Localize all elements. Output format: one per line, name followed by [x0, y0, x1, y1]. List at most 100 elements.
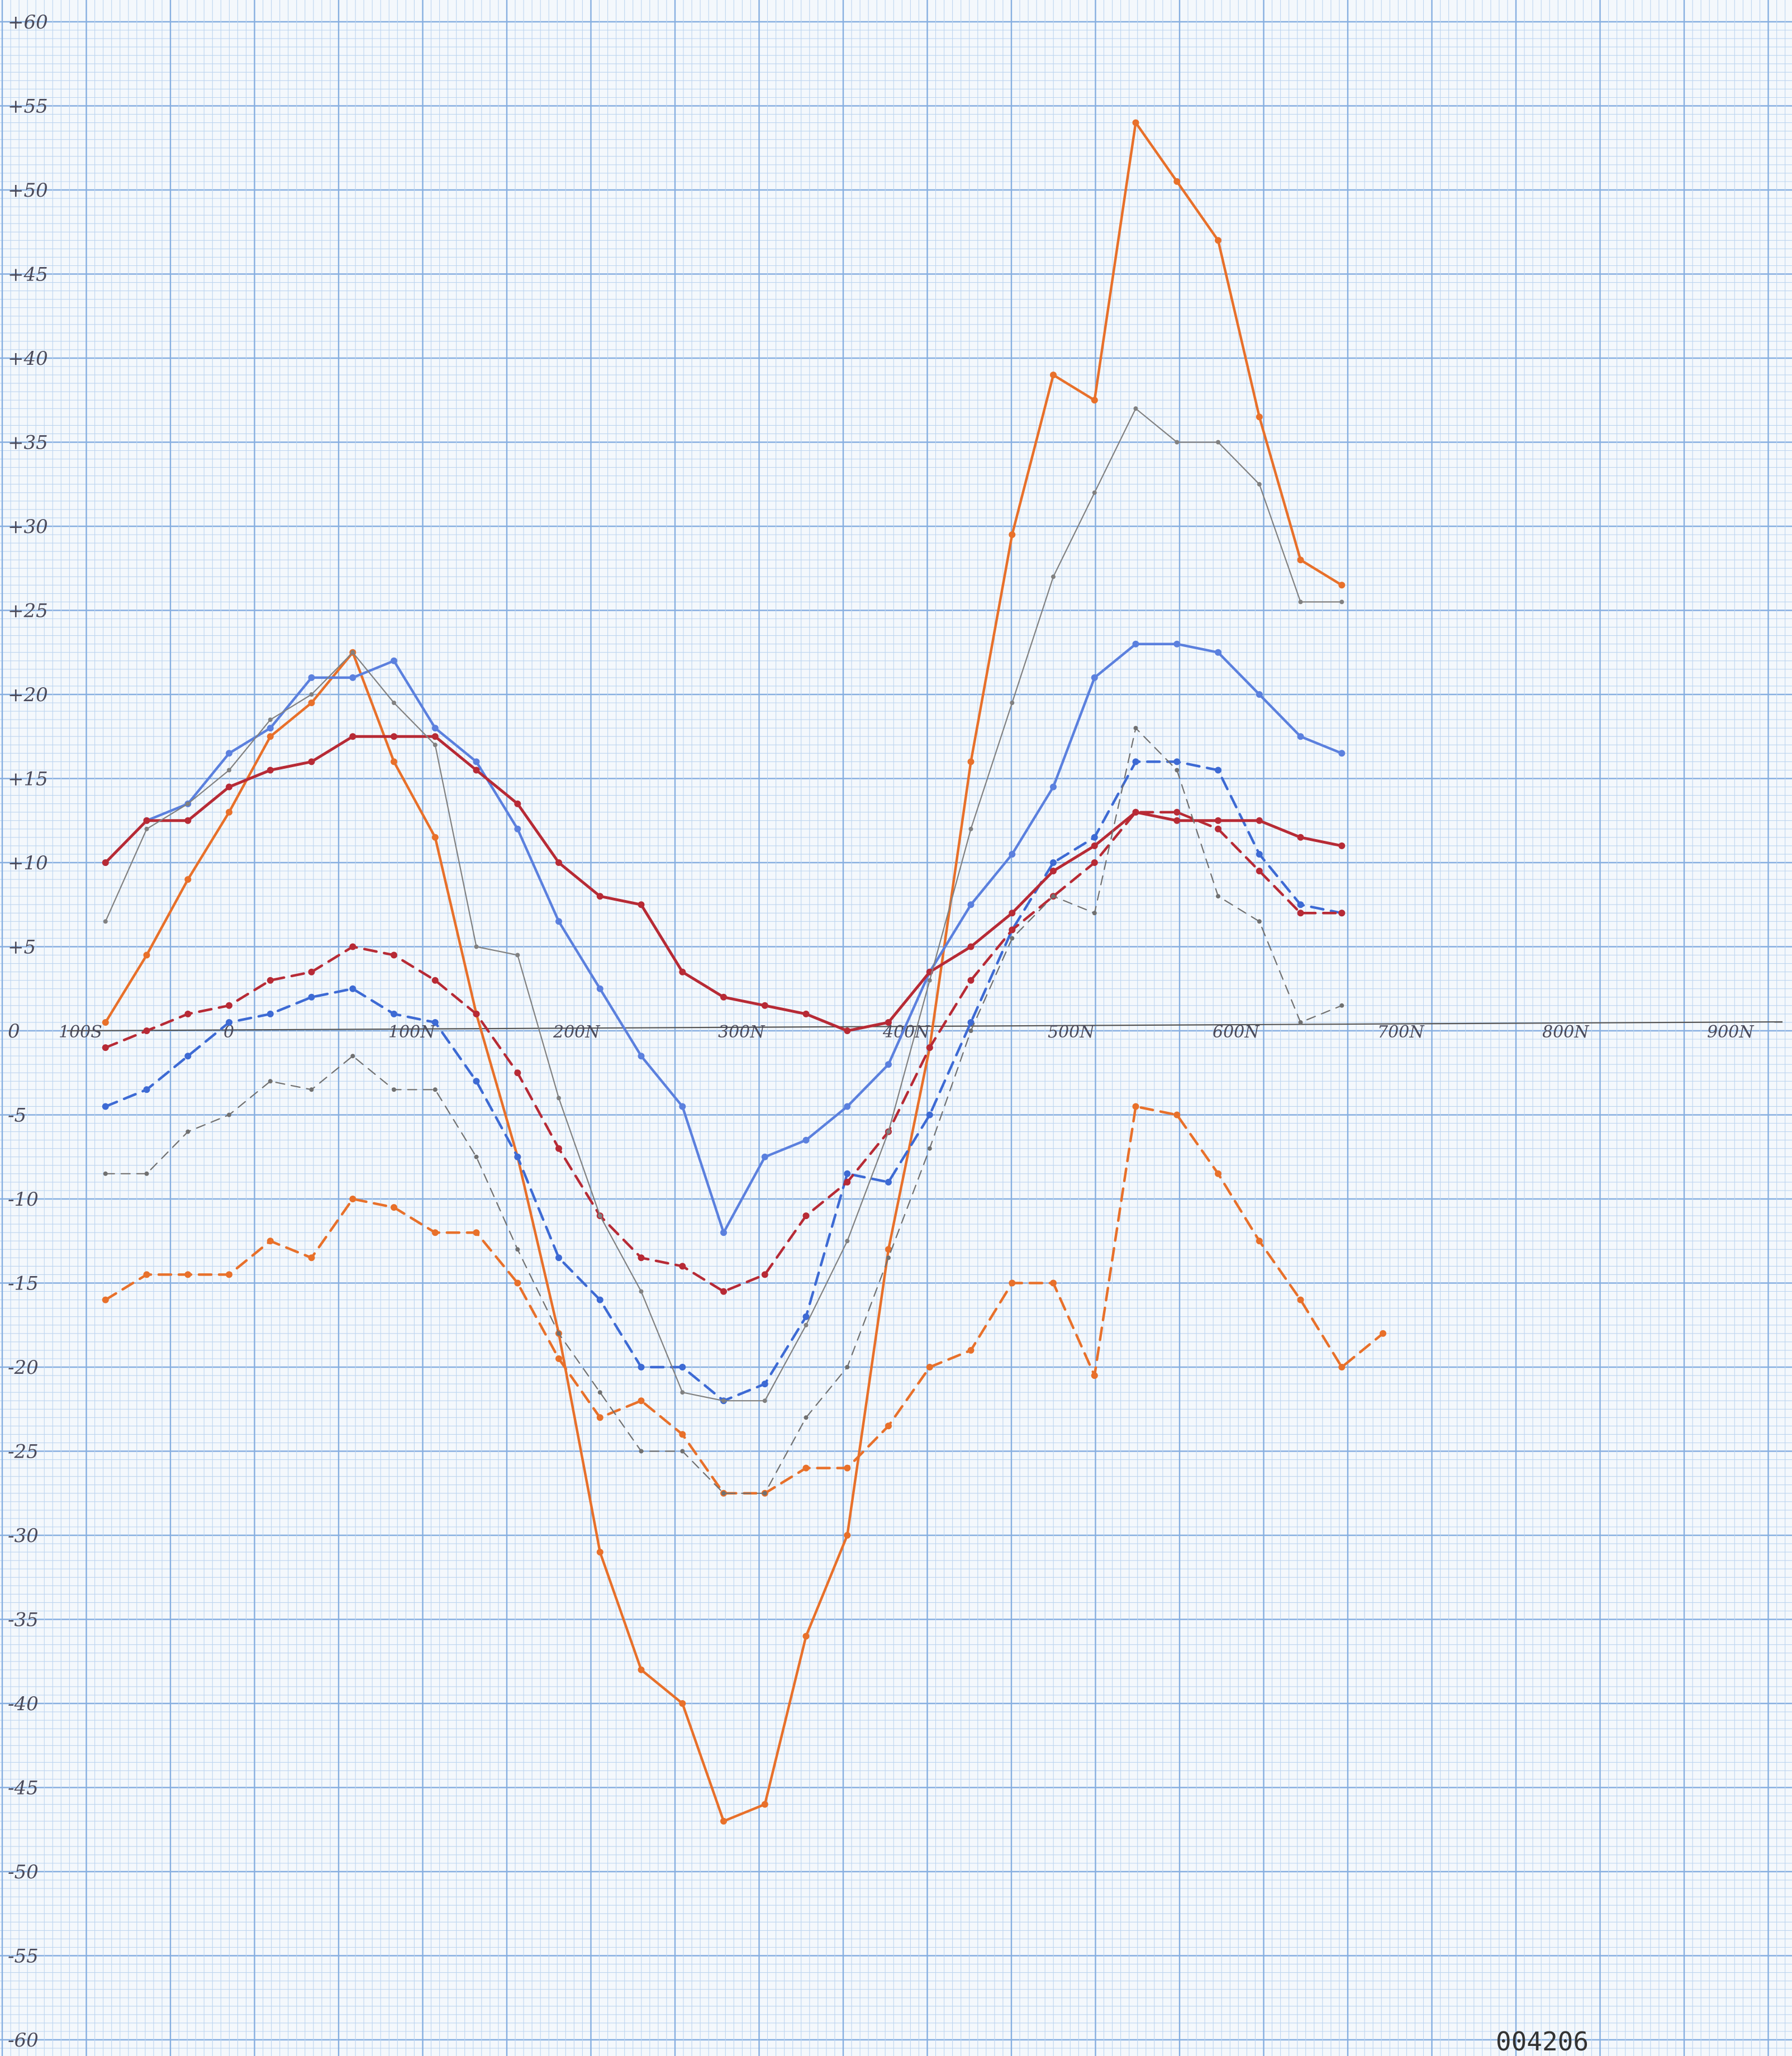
- data-point: [1010, 701, 1015, 705]
- data-point: [1257, 482, 1262, 487]
- data-point: [844, 1103, 851, 1110]
- data-point: [473, 767, 480, 774]
- data-point: [1298, 1020, 1303, 1025]
- data-point: [1091, 397, 1098, 404]
- data-point: [515, 953, 520, 958]
- data-point: [596, 985, 603, 992]
- data-point: [597, 1390, 602, 1395]
- data-point: [391, 1204, 397, 1211]
- data-point: [555, 918, 562, 925]
- data-point: [392, 701, 396, 705]
- data-point: [639, 1449, 644, 1454]
- data-point: [639, 1289, 644, 1294]
- data-point: [1216, 440, 1220, 445]
- data-point: [885, 1178, 892, 1186]
- data-point: [226, 783, 232, 791]
- data-point: [267, 725, 274, 732]
- y-tick-label: -40: [8, 1693, 39, 1715]
- data-point: [1132, 758, 1139, 765]
- data-point: [844, 1178, 851, 1186]
- data-point: [886, 1129, 891, 1134]
- data-point: [349, 674, 357, 681]
- data-point: [514, 1153, 521, 1160]
- data-point: [967, 1346, 975, 1354]
- data-point: [515, 1247, 520, 1252]
- data-point: [431, 725, 439, 732]
- data-point: [143, 1027, 150, 1034]
- x-tick-label: 0: [224, 1022, 234, 1042]
- data-point: [1010, 936, 1015, 941]
- data-point: [762, 1398, 767, 1403]
- data-point: [143, 951, 150, 959]
- data-point: [474, 1154, 479, 1159]
- series-6: [103, 406, 1344, 1403]
- data-point: [349, 943, 357, 950]
- data-point: [184, 1271, 192, 1278]
- data-point: [720, 993, 727, 1001]
- x-tick-label: 800N: [1542, 1022, 1590, 1042]
- data-point: [557, 1096, 561, 1101]
- data-point: [226, 1019, 232, 1026]
- data-point: [227, 768, 231, 773]
- data-point: [1256, 1238, 1263, 1245]
- y-tick-label: -60: [8, 2029, 39, 2052]
- data-point: [227, 1112, 231, 1117]
- data-point: [885, 1422, 892, 1430]
- data-point: [638, 1397, 645, 1405]
- data-point: [1297, 1296, 1304, 1303]
- data-point: [267, 1238, 274, 1245]
- data-point: [1009, 926, 1016, 934]
- data-point: [349, 985, 357, 992]
- data-point: [638, 1053, 645, 1060]
- data-point: [679, 968, 686, 975]
- data-point: [1133, 406, 1138, 411]
- data-point: [1338, 750, 1346, 757]
- data-point: [1256, 413, 1263, 421]
- data-point: [1092, 911, 1097, 916]
- data-point: [1297, 733, 1304, 740]
- data-point: [802, 1212, 810, 1220]
- y-tick-labels: +60+55+50+45+40+35+30+25+20+15+10+50-5-1…: [8, 11, 48, 2052]
- data-point: [143, 1086, 150, 1093]
- data-point: [514, 800, 521, 807]
- data-point: [267, 733, 274, 740]
- data-point: [557, 1331, 561, 1336]
- data-point: [885, 1061, 892, 1068]
- data-point: [926, 1364, 933, 1370]
- data-point: [103, 919, 108, 924]
- data-point: [391, 733, 397, 740]
- data-point: [432, 743, 438, 748]
- data-point: [555, 1355, 562, 1362]
- data-point: [680, 1390, 685, 1395]
- data-point: [1339, 599, 1344, 605]
- data-point: [679, 1431, 686, 1438]
- data-point: [679, 1103, 686, 1110]
- data-point: [103, 1171, 108, 1176]
- data-point: [597, 1213, 602, 1219]
- data-point: [392, 1087, 396, 1092]
- data-point: [1050, 859, 1057, 866]
- data-point: [596, 893, 603, 900]
- series-line: [104, 811, 1343, 1293]
- data-point: [1297, 910, 1304, 917]
- data-point: [1215, 1170, 1221, 1177]
- data-point: [679, 1700, 686, 1707]
- y-tick-label: +5: [8, 936, 36, 959]
- x-tick-label: 100S: [59, 1022, 102, 1042]
- data-point: [431, 834, 439, 841]
- data-point: [721, 1491, 726, 1496]
- y-tick-label: +10: [8, 852, 48, 874]
- data-point: [308, 993, 315, 1001]
- data-point: [226, 1271, 232, 1278]
- y-tick-label: -25: [8, 1441, 39, 1463]
- data-point: [1380, 1330, 1386, 1337]
- data-point: [555, 859, 562, 866]
- series-7: [103, 726, 1344, 1496]
- data-point: [1215, 649, 1221, 656]
- data-point: [308, 674, 315, 681]
- data-point: [804, 1415, 809, 1420]
- data-point: [1009, 910, 1016, 917]
- data-point: [1050, 372, 1057, 379]
- data-point: [1009, 851, 1016, 858]
- data-point: [1338, 842, 1346, 849]
